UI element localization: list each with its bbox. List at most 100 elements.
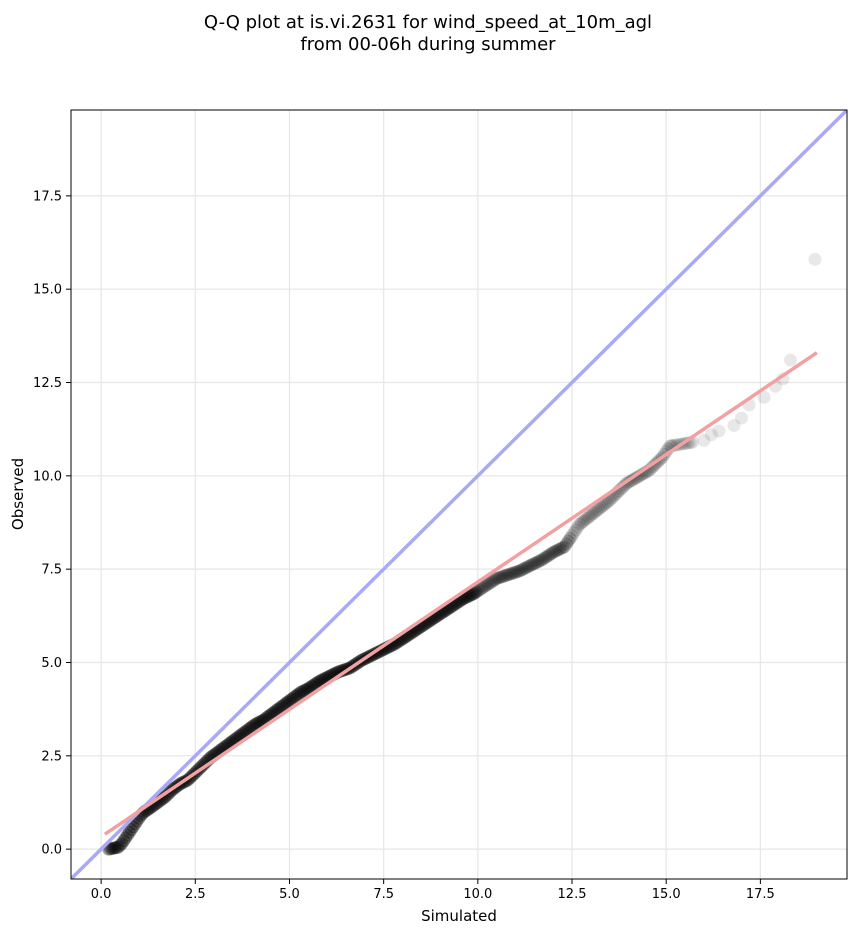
quantile-point	[557, 540, 571, 554]
quantile-point	[239, 724, 253, 738]
quantile-point	[290, 688, 304, 702]
y-tick-label: 0.0	[41, 843, 62, 858]
quantile-point	[484, 575, 498, 589]
quantile-point	[488, 573, 502, 587]
quantile-point	[808, 252, 822, 266]
quantile-point	[631, 470, 645, 484]
quantile-point	[593, 501, 607, 515]
quantile-point	[465, 587, 479, 601]
quantile-point	[482, 576, 496, 590]
quantile-point	[490, 571, 504, 585]
quantile-point	[286, 691, 300, 705]
quantile-point	[296, 684, 310, 698]
chart-title-line-2: from 00-06h during summer	[300, 34, 556, 55]
quantile-point	[467, 586, 481, 600]
quantile-point	[288, 690, 302, 704]
quantile-point	[279, 697, 293, 711]
quantile-point	[507, 566, 521, 580]
quantile-point	[541, 549, 555, 563]
grid-lines	[71, 110, 847, 879]
quantile-point	[589, 504, 603, 518]
quantile-point	[567, 526, 581, 540]
quantile-point	[301, 682, 315, 696]
quantile-point	[548, 544, 562, 558]
quantile-point	[275, 699, 289, 713]
quantile-point	[247, 718, 261, 732]
quantile-point	[546, 545, 560, 559]
quantile-point	[591, 502, 605, 516]
quantile-point	[495, 570, 509, 584]
y-axis-ticks: 0.0 2.5 5.0 7.5 10.0 12.5 15.0 17.5	[33, 189, 71, 858]
quantile-point	[307, 678, 321, 692]
reference-lines	[71, 110, 847, 879]
plot-frame	[70, 109, 848, 880]
quantile-point	[305, 679, 319, 693]
quantile-point	[586, 507, 600, 521]
quantile-point	[550, 543, 564, 557]
y-tick-label: 10.0	[33, 469, 62, 484]
quantile-point	[113, 838, 127, 852]
quantile-point	[249, 717, 263, 731]
quantile-point	[473, 583, 487, 597]
quantile-point	[121, 828, 135, 842]
quantile-point	[250, 716, 264, 730]
quantile-point	[554, 542, 568, 556]
quantile-point	[735, 411, 749, 425]
quantile-point	[313, 674, 327, 688]
y-tick-label: 2.5	[41, 749, 62, 764]
quantile-point	[697, 433, 711, 447]
quantile-point	[241, 723, 255, 737]
x-tick-label: 5.0	[279, 887, 300, 902]
quantile-point	[475, 581, 489, 595]
x-tick-label: 0.0	[91, 887, 112, 902]
quantile-point	[107, 841, 121, 855]
chart-title: Q-Q plot at is.vi.2631 for wind_speed_at…	[0, 12, 856, 56]
quantile-point	[105, 841, 119, 855]
quantile-point	[712, 424, 726, 438]
quantile-point	[576, 514, 590, 528]
x-tick-label: 2.5	[185, 887, 206, 902]
quantile-point	[119, 831, 133, 845]
quantile-point	[298, 683, 312, 697]
x-axis-ticks: 0.0 2.5 5.0 7.5 10.0 12.5 15.0 17.5	[91, 879, 775, 902]
quantile-point	[563, 531, 577, 545]
quantile-point	[537, 552, 551, 566]
quantile-point	[122, 825, 136, 839]
quantile-point	[535, 553, 549, 567]
quantile-point	[559, 537, 573, 551]
quantile-point	[514, 563, 528, 577]
quantile-point	[776, 372, 790, 386]
quantile-point	[616, 480, 630, 494]
quantile-point	[757, 390, 771, 404]
quantile-point	[580, 511, 594, 525]
quantile-point	[510, 565, 524, 579]
quantile-point	[311, 675, 325, 689]
identity-line	[71, 110, 847, 879]
quantile-point	[533, 554, 547, 568]
quantile-point	[578, 513, 592, 527]
quantile-point	[522, 559, 536, 573]
quantile-point	[486, 574, 500, 588]
quantile-point	[294, 685, 308, 699]
quantile-point	[574, 516, 588, 530]
quantile-point	[299, 683, 313, 697]
quantile-point	[126, 820, 140, 834]
quantile-point	[271, 702, 285, 716]
quantile-point	[284, 692, 298, 706]
quantile-point	[569, 523, 583, 537]
quantile-point	[518, 561, 532, 575]
quantile-point	[269, 704, 283, 718]
quantile-point	[601, 495, 615, 509]
quantile-point	[245, 720, 259, 734]
quantile-point	[109, 841, 123, 855]
quantile-point	[509, 565, 523, 579]
quantile-point	[597, 498, 611, 512]
quantile-point	[303, 680, 317, 694]
quantile-point	[478, 579, 492, 593]
quantile-point	[571, 520, 585, 534]
quantile-point	[556, 541, 570, 555]
quantile-point	[524, 558, 538, 572]
quantile-point	[117, 834, 131, 848]
y-tick-label: 5.0	[41, 656, 62, 671]
quantile-point	[471, 584, 485, 598]
